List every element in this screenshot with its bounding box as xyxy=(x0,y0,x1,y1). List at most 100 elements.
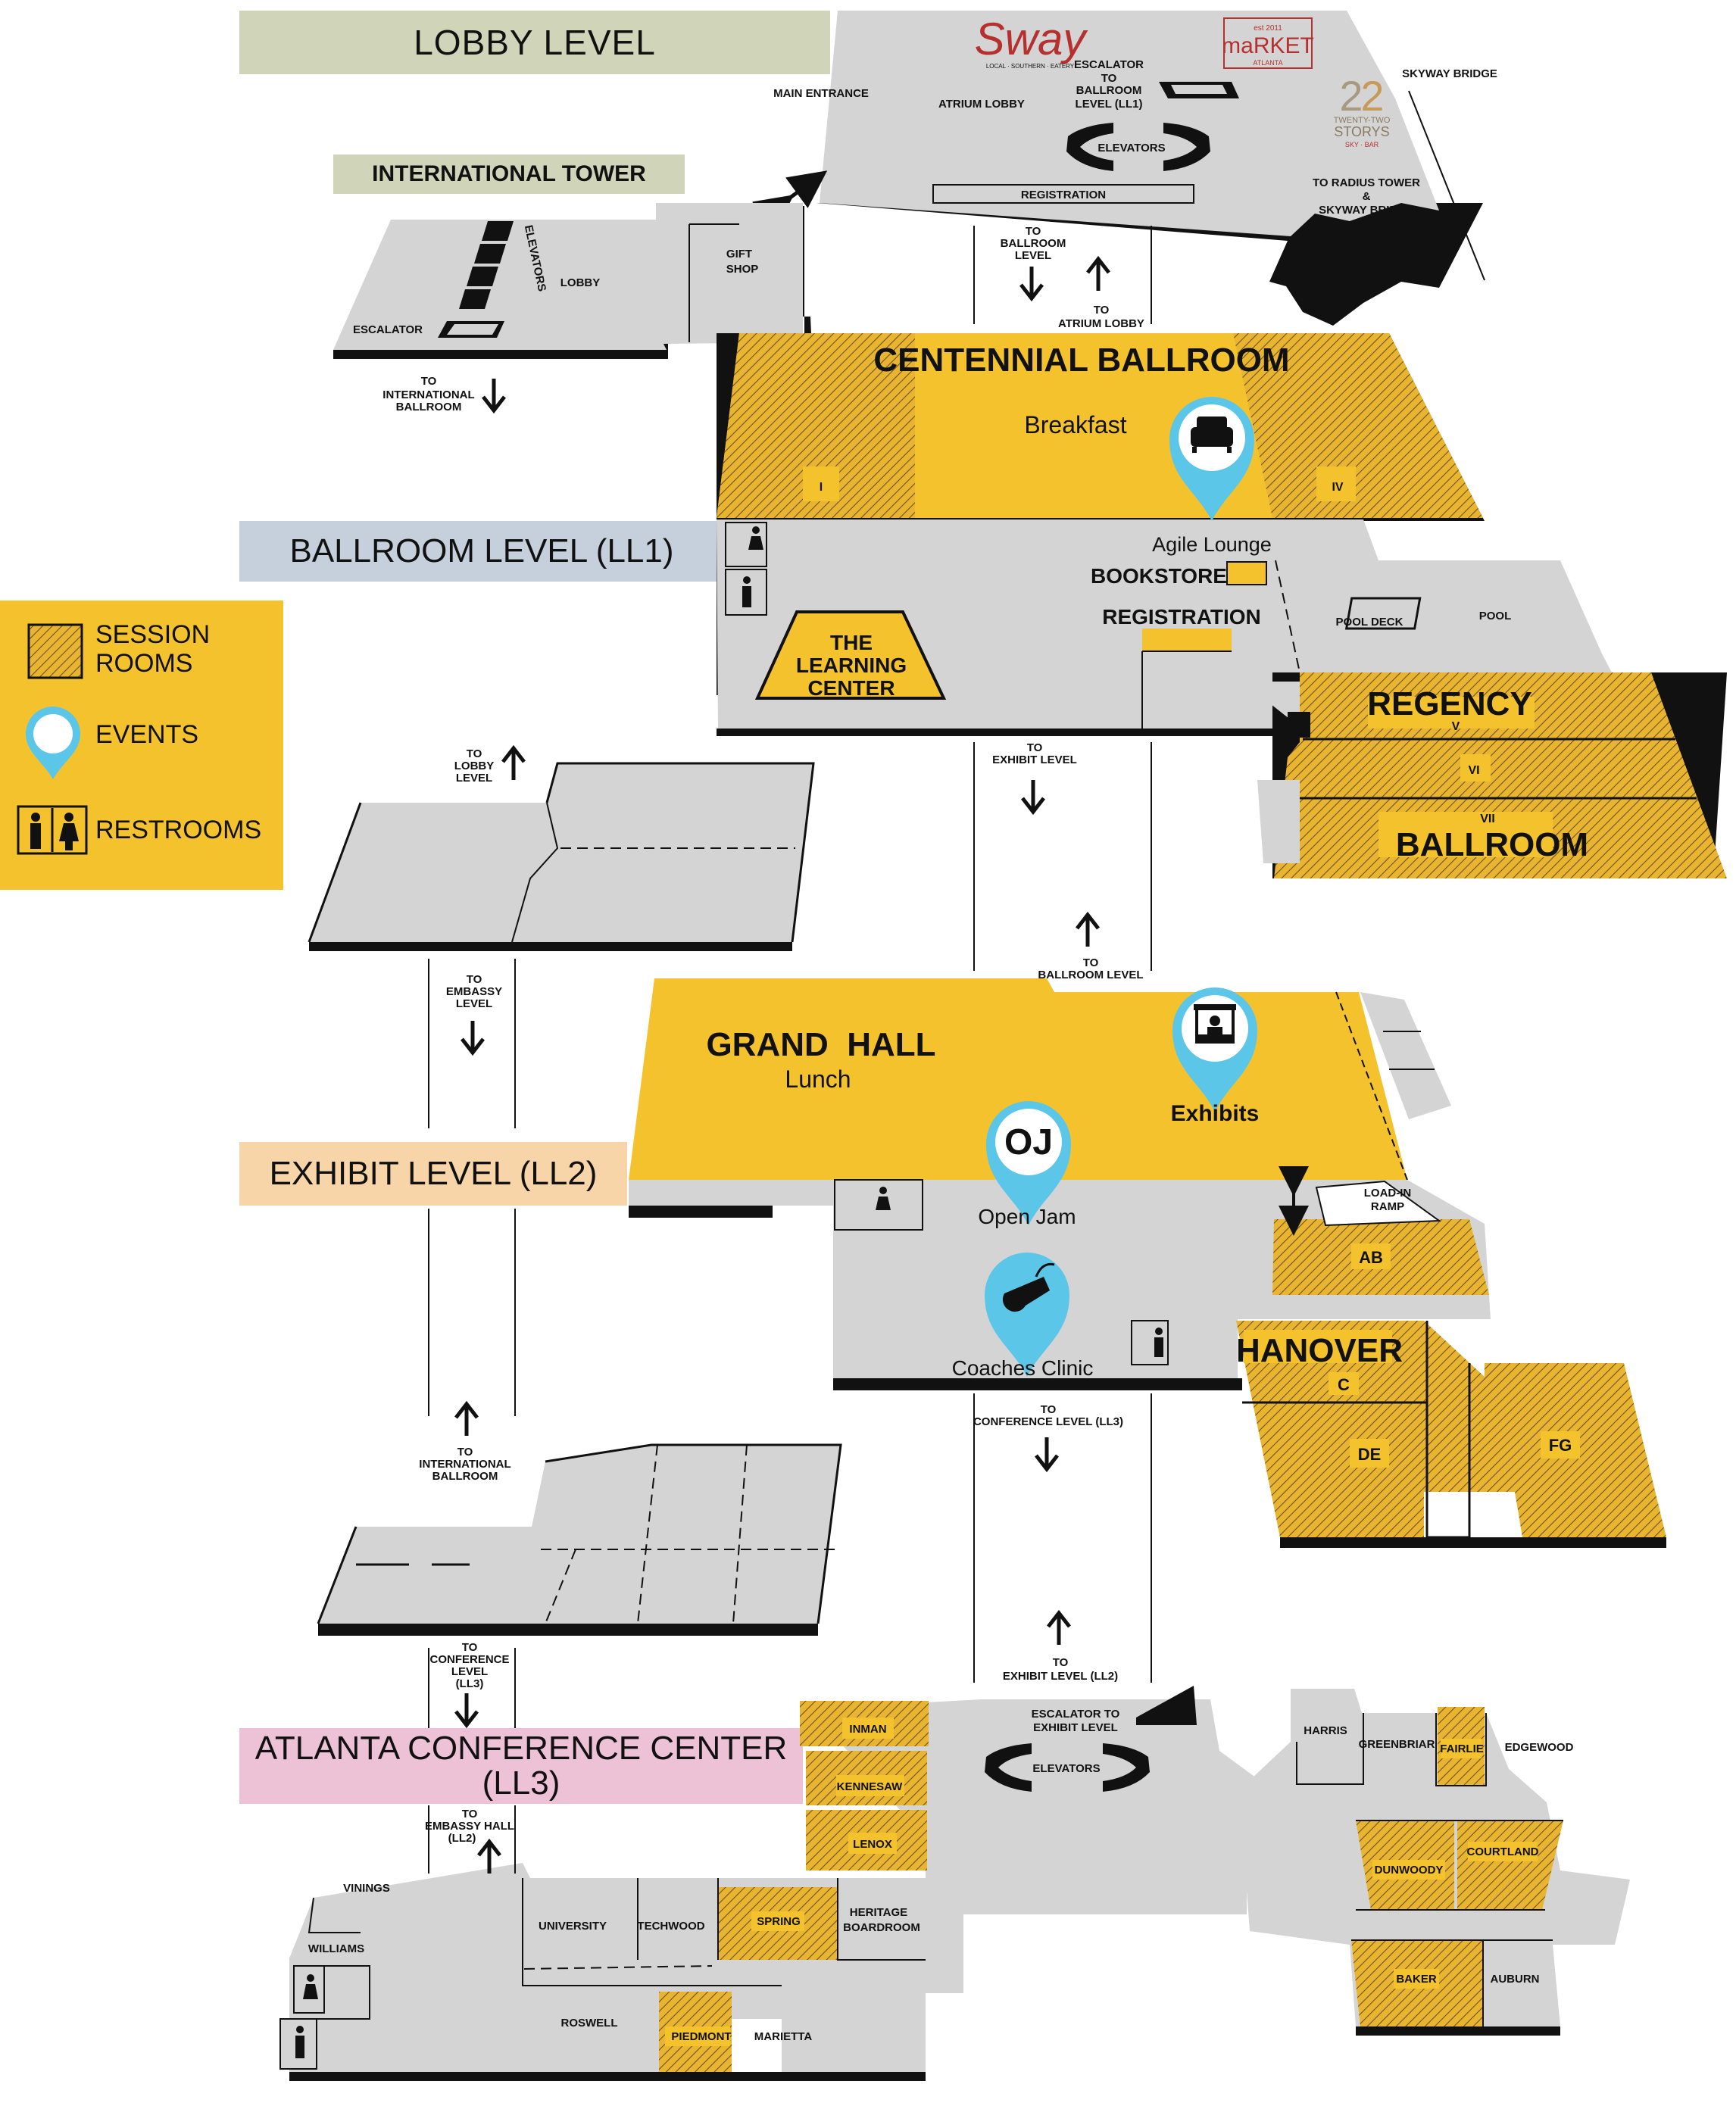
ballroom-restroom-women-icon xyxy=(748,526,763,550)
conference-escalator-label-2: EXHIBIT LEVEL xyxy=(1033,1721,1118,1734)
room-fg-label: FG xyxy=(1549,1436,1572,1455)
kennesaw-label: KENNESAW xyxy=(837,1780,904,1793)
to-conf-label-2: CONFERENCE xyxy=(429,1653,509,1666)
open-jam-pin[interactable]: OJ xyxy=(986,1101,1071,1225)
arrow-up-to-lobby xyxy=(501,744,526,780)
ballroom-registration-desk xyxy=(1142,629,1232,651)
conference-level-banner: ATLANTA CONFERENCE CENTER (LL3) xyxy=(239,1728,803,1804)
hanover-label: HANOVER xyxy=(1236,1332,1403,1369)
load-in-ramp xyxy=(1315,1180,1441,1227)
centennial-room-i xyxy=(717,333,915,518)
ballroom-registration-label: REGISTRATION xyxy=(1102,605,1260,629)
breakfast-label: Breakfast xyxy=(1024,411,1126,438)
ballroom-restroom-men-icon xyxy=(742,576,751,607)
svg-text:2: 2 xyxy=(1360,72,1384,120)
learning-center-label-3: CENTER xyxy=(807,676,895,700)
edgewood-label: EDGEWOOD xyxy=(1505,1741,1574,1754)
escalator-label-3: BALLROOM xyxy=(1076,84,1142,97)
gift-shop-label-2: SHOP xyxy=(726,263,759,276)
to-exhibit-label-2: EXHIBIT LEVEL xyxy=(992,753,1077,766)
to-conf-label-1: TO xyxy=(462,1641,478,1654)
conference-level-floor xyxy=(279,1686,1630,2081)
conference-restroom-women-icon xyxy=(303,1974,318,1999)
grand-hall-title: GRAND HALL xyxy=(706,1026,935,1063)
escalator-label-1: ESCALATOR xyxy=(1074,58,1144,71)
to-ballroom-label-1: TO xyxy=(1026,225,1041,238)
svg-text:SKY · BAR: SKY · BAR xyxy=(1345,141,1379,148)
arrow-up-to-exhibit xyxy=(1047,1609,1071,1645)
dunwoody-label: DUNWOODY xyxy=(1375,1864,1444,1877)
learning-center-label-1: THE xyxy=(830,631,873,654)
roswell-label: ROSWELL xyxy=(561,2017,618,2030)
agile-lounge-label: Agile Lounge xyxy=(1152,533,1272,556)
arrow-up-to-atrium xyxy=(1086,255,1110,291)
legend-restroom-icon xyxy=(17,805,88,855)
room-iv-label: IV xyxy=(1332,481,1343,494)
room-vii-label: VII xyxy=(1480,813,1495,825)
marietta-label: MARIETTA xyxy=(754,2030,813,2043)
to-conference-label-1: TO xyxy=(1041,1403,1057,1416)
to-embassy-label-3: LEVEL xyxy=(456,997,492,1010)
sofa-icon xyxy=(1191,417,1233,453)
conference-level-banner-line2: (LL3) xyxy=(482,1764,560,1802)
spring-label: SPRING xyxy=(757,1915,801,1928)
regency-label: REGENCY xyxy=(1367,685,1532,722)
legend-event-pin-icon xyxy=(26,707,80,779)
twenty-two-storys-logo: 2 2 TWENTY-TWO STORYS SKY · BAR xyxy=(1334,72,1391,148)
legend-restrooms-label: RESTROOMS xyxy=(95,816,262,844)
tower-escalator-label: ESCALATOR xyxy=(353,323,423,336)
main-entrance-label: MAIN ENTRANCE xyxy=(773,87,869,100)
coaches-clinic-pin[interactable] xyxy=(985,1253,1069,1377)
lobby-level-floor xyxy=(752,11,1485,326)
ballroom-word-label: BALLROOM xyxy=(1396,826,1588,863)
to-conf-label-3: LEVEL xyxy=(451,1665,488,1678)
pool-label: POOL xyxy=(1479,610,1512,622)
to-ballroom-level-label-2: BALLROOM LEVEL xyxy=(1038,969,1143,981)
legend-session-swatch xyxy=(27,623,83,679)
booth-icon xyxy=(1194,1004,1236,1044)
room-ab-label: AB xyxy=(1359,1248,1383,1267)
heritage-label-1: HERITAGE xyxy=(850,1906,907,1919)
exhibits-pin[interactable] xyxy=(1172,987,1257,1112)
legend-session-line2: ROOMS xyxy=(95,649,193,678)
room-de-label: DE xyxy=(1358,1445,1382,1464)
ballroom-level-banner: BALLROOM LEVEL (LL1) xyxy=(239,521,724,582)
legend-session-line1: SESSION xyxy=(95,620,211,649)
room-vi-label: VI xyxy=(1468,764,1479,777)
learning-center xyxy=(754,610,947,700)
bookstore-label: BOOKSTORE xyxy=(1091,564,1227,588)
greenbriar-label: GREENBRIAR xyxy=(1359,1738,1435,1751)
lunch-label: Lunch xyxy=(785,1065,851,1093)
coaches-clinic-label: Coaches Clinic xyxy=(952,1356,1094,1380)
to-intl-label-1: TO xyxy=(421,375,437,388)
to-ballroom-label-3: LEVEL xyxy=(1015,249,1051,262)
open-jam-pin-label: OJ xyxy=(1004,1122,1053,1162)
to-intl-label-3: BALLROOM xyxy=(396,401,462,413)
lenox-label: LENOX xyxy=(853,1838,892,1851)
to-intl-ballroom-label-3: BALLROOM xyxy=(432,1470,498,1483)
ballroom-level-floor xyxy=(717,333,1727,878)
market-logo: est 2011 maRKET ATLANTA xyxy=(1222,17,1314,69)
ballroom-labels: CENTENNIAL BALLROOM Breakfast I IV Agile… xyxy=(446,342,1588,1010)
room-v-label: V xyxy=(1452,720,1460,733)
international-tower-banner: INTERNATIONAL TOWER xyxy=(333,154,685,194)
lobby-level-banner: LOBBY LEVEL xyxy=(239,11,830,74)
svg-text:ATLANTA: ATLANTA xyxy=(1253,59,1282,67)
to-intl-label-2: INTERNATIONAL xyxy=(382,388,474,401)
williams-label: WILLIAMS xyxy=(308,1942,364,1955)
exhibit-restroom-women-icon xyxy=(876,1187,891,1210)
arrow-down-to-embassy xyxy=(461,1021,485,1056)
main-entrance-arrow-icon xyxy=(752,170,828,232)
international-ballroom-floor xyxy=(317,1443,842,1636)
to-conference-label-2: CONFERENCE LEVEL (LL3) xyxy=(973,1415,1123,1428)
sway-logo: Sway LOCAL · SOUTHERN · EATERY xyxy=(975,14,1089,70)
svg-text:STORYS: STORYS xyxy=(1334,124,1389,139)
learning-center-label-2: LEARNING xyxy=(796,654,907,677)
inman-label: INMAN xyxy=(849,1723,886,1736)
centennial-room-iv xyxy=(1233,333,1483,518)
agile-lounge-pin[interactable] xyxy=(1169,397,1254,521)
load-in-label-1: LOAD-IN xyxy=(1364,1187,1412,1200)
exhibit-restroom-men-icon xyxy=(1154,1328,1163,1357)
piedmont-label: PIEDMONT xyxy=(671,2030,731,2043)
